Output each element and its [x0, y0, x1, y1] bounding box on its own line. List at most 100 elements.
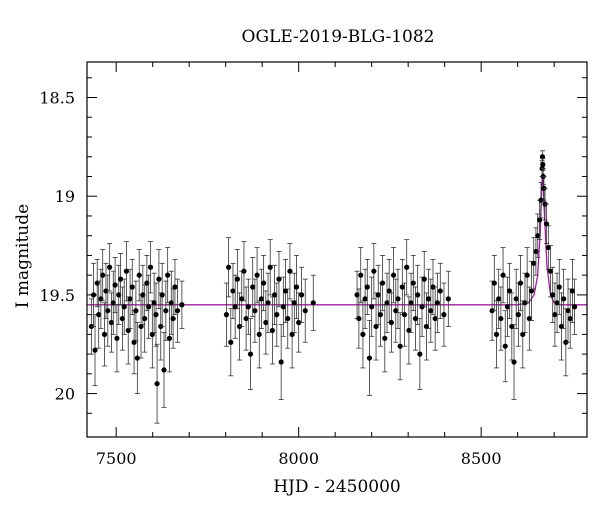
point-marker — [278, 359, 284, 365]
point-marker — [282, 288, 289, 294]
data-point — [369, 276, 375, 337]
point-marker — [103, 288, 109, 294]
point-marker — [100, 272, 106, 278]
point-marker — [239, 296, 245, 302]
data-point — [507, 262, 513, 319]
point-marker — [382, 335, 388, 341]
point-marker — [543, 221, 550, 227]
point-marker — [302, 308, 308, 314]
point-marker — [90, 292, 97, 298]
point-marker — [538, 197, 544, 203]
data-point — [159, 262, 165, 327]
data-point — [252, 278, 258, 343]
data-point — [147, 241, 154, 294]
point-marker — [445, 296, 451, 302]
data-point — [149, 300, 155, 369]
x-tick-label: 8000 — [278, 449, 319, 468]
point-marker — [140, 292, 146, 298]
data-point — [511, 324, 517, 400]
point-marker — [293, 284, 300, 290]
point-marker — [375, 292, 381, 298]
point-marker — [144, 280, 150, 286]
point-marker — [556, 284, 562, 290]
x-axis-label: HJD - 2450000 — [273, 477, 401, 497]
point-marker — [531, 260, 537, 266]
point-marker — [146, 304, 152, 310]
data-point — [502, 310, 508, 383]
point-marker — [426, 296, 432, 302]
y-tick-label: 19.5 — [39, 286, 75, 305]
data-point — [142, 284, 148, 353]
data-point — [232, 274, 238, 339]
point-marker — [267, 264, 273, 270]
point-marker — [136, 272, 142, 278]
data-point — [558, 292, 565, 361]
data-point — [520, 300, 526, 369]
point-marker — [533, 248, 539, 255]
data-point — [397, 312, 403, 381]
data-point — [552, 282, 558, 347]
data-point — [302, 278, 308, 343]
point-marker — [491, 280, 497, 286]
point-marker — [571, 304, 578, 310]
data-point — [174, 278, 181, 343]
point-marker — [174, 308, 181, 314]
point-marker — [428, 308, 434, 314]
data-point — [404, 239, 410, 296]
data-point — [228, 308, 234, 377]
point-marker — [159, 292, 165, 298]
point-marker — [393, 308, 399, 314]
data-point — [140, 264, 146, 325]
data-point — [134, 322, 140, 394]
point-marker — [434, 300, 440, 306]
data-point — [90, 262, 97, 327]
point-marker — [550, 292, 556, 298]
point-marker — [395, 296, 401, 302]
data-point — [531, 237, 537, 290]
point-marker — [142, 315, 148, 322]
data-point — [144, 255, 150, 312]
point-marker — [110, 300, 116, 306]
data-point — [107, 243, 113, 292]
tick-labels-layer: 7500 8000 8500 18.5 19 19.5 20 — [39, 89, 501, 468]
data-point — [373, 292, 379, 361]
point-marker — [520, 331, 526, 337]
data-point — [493, 300, 500, 369]
point-marker — [271, 292, 278, 298]
point-marker — [415, 292, 421, 298]
data-point — [168, 270, 174, 335]
point-marker — [170, 315, 176, 322]
point-marker — [558, 323, 565, 330]
point-marker — [423, 323, 430, 330]
data-point — [498, 286, 504, 351]
data-point — [254, 247, 260, 304]
point-marker — [230, 288, 236, 294]
point-marker — [437, 288, 443, 294]
data-point — [517, 255, 524, 312]
data-point — [256, 300, 262, 369]
point-marker — [569, 288, 576, 294]
point-marker — [153, 312, 159, 318]
point-marker — [364, 284, 370, 290]
point-marker — [388, 319, 394, 326]
point-marker — [377, 312, 384, 318]
point-marker — [528, 288, 535, 294]
point-marker — [513, 296, 519, 302]
point-marker — [168, 300, 174, 306]
data-point — [441, 282, 447, 347]
point-marker — [125, 327, 131, 334]
point-marker — [545, 244, 551, 251]
point-marker — [565, 308, 571, 314]
data-point — [161, 331, 167, 408]
point-marker — [517, 280, 524, 286]
data-point — [386, 258, 392, 323]
data-point — [92, 314, 98, 387]
point-marker — [276, 276, 282, 282]
point-marker — [165, 272, 171, 278]
point-marker — [245, 304, 251, 310]
data-point — [153, 282, 159, 347]
point-marker — [354, 292, 360, 298]
data-point — [406, 296, 412, 365]
data-point — [437, 262, 443, 319]
point-marker — [496, 296, 502, 302]
